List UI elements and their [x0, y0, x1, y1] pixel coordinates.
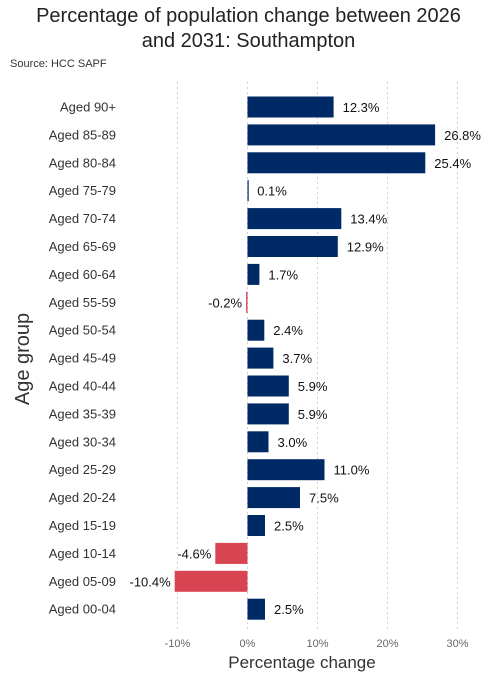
category-label: Aged 30-34	[49, 434, 116, 449]
bar	[247, 319, 265, 341]
data-label: 2.5%	[274, 602, 304, 617]
x-tick-label: 20%	[376, 638, 398, 650]
bar	[247, 459, 325, 481]
bar	[247, 347, 274, 369]
bar	[247, 96, 334, 118]
chart-source: Source: HCC SAPF	[10, 58, 107, 70]
category-label: Aged 05-09	[49, 574, 116, 589]
y-axis-title: Age group	[12, 313, 34, 405]
category-label: Aged 65-69	[49, 239, 116, 254]
bar	[247, 431, 269, 453]
bar	[174, 570, 248, 592]
category-label: Aged 45-49	[49, 351, 116, 366]
data-label: 12.3%	[343, 100, 380, 115]
category-label: Aged 00-04	[49, 602, 116, 617]
bar	[247, 180, 249, 202]
data-label: 5.9%	[298, 379, 328, 394]
category-label: Aged 90+	[60, 100, 116, 115]
data-label: 12.9%	[347, 240, 384, 255]
category-label: Aged 15-19	[49, 518, 116, 533]
category-label: Aged 50-54	[49, 323, 116, 338]
category-label: Aged 25-29	[49, 462, 116, 477]
bar	[247, 236, 338, 257]
chart-title-line-1: Percentage of population change between …	[36, 5, 461, 27]
category-labels: Aged 90+ Aged 85-89 Aged 80-84 Aged 75-79 Ag…	[49, 100, 116, 617]
data-label: 25.4%	[434, 156, 471, 171]
x-tick-labels: -10% 0% 10% 20% 30%	[165, 638, 469, 650]
category-label: Aged 10-14	[49, 546, 116, 561]
x-tick-label: 30%	[446, 638, 468, 650]
data-label: 0.1%	[257, 184, 287, 199]
data-label: 11.0%	[334, 463, 370, 478]
data-label: 5.9%	[298, 407, 328, 422]
bar	[247, 487, 300, 509]
category-label: Aged 40-44	[49, 379, 116, 394]
data-label: -4.6%	[177, 546, 211, 561]
bar	[247, 598, 265, 620]
category-label: Aged 80-84	[49, 155, 116, 170]
x-axis-title: Percentage change	[228, 653, 375, 672]
bar	[247, 515, 265, 536]
bar	[247, 152, 426, 174]
bar	[246, 291, 248, 313]
x-tick-label: -10%	[165, 638, 191, 650]
data-label: 3.0%	[278, 435, 308, 450]
data-label: -0.2%	[208, 295, 242, 310]
bar	[247, 263, 260, 285]
bar	[247, 208, 342, 230]
bars	[174, 96, 436, 620]
category-label: Aged 85-89	[49, 127, 116, 142]
chart-title: Percentage of population change between …	[0, 4, 497, 54]
category-label: Aged 75-79	[49, 183, 116, 198]
data-label: 13.4%	[350, 212, 387, 227]
gridlines	[177, 82, 458, 630]
data-labels: 12.3% 26.8% 25.4% 0.1% 13.4% 12.9% 1.7% -0.2% 2.…	[129, 100, 481, 617]
data-label: -10.4%	[129, 574, 171, 589]
chart-title-line-2: and 2031: Southampton	[141, 30, 356, 52]
bar	[247, 375, 289, 397]
bar	[247, 124, 436, 146]
data-label: 1.7%	[268, 267, 298, 282]
data-label: 3.7%	[282, 351, 312, 366]
category-label: Aged 55-59	[49, 295, 116, 310]
data-label: 26.8%	[444, 128, 481, 143]
data-label: 7.5%	[309, 491, 339, 506]
x-tick-label: 10%	[306, 638, 328, 650]
bar	[215, 542, 248, 564]
data-label: 2.5%	[274, 519, 304, 534]
x-tick-label: 0%	[240, 638, 256, 650]
category-label: Aged 20-24	[49, 490, 116, 505]
category-label: Aged 35-39	[49, 406, 116, 421]
data-label: 2.4%	[273, 323, 303, 338]
category-label: Aged 70-74	[49, 211, 116, 226]
category-label: Aged 60-64	[49, 267, 116, 282]
bar	[247, 403, 289, 425]
